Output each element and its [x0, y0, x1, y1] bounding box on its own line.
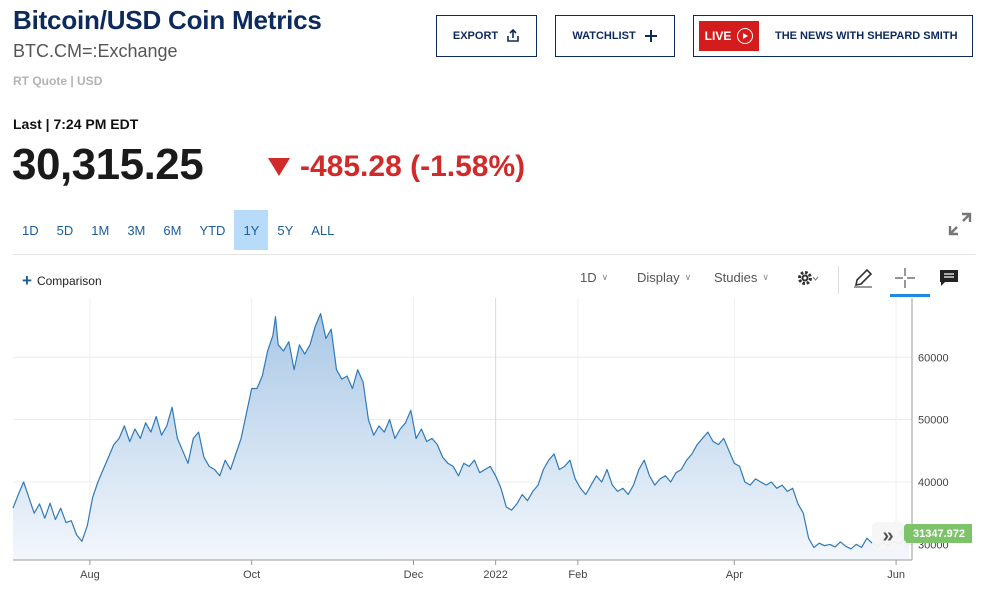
- range-tab-ytd[interactable]: YTD: [199, 222, 226, 238]
- x-tick-label: Oct: [243, 569, 260, 581]
- expand-icon[interactable]: [946, 210, 974, 238]
- live-show-title: THE NEWS WITH SHEPARD SMITH: [775, 30, 958, 42]
- plus-icon: [644, 30, 657, 42]
- range-tabs: 1D 5D 1M 3M 6M YTD 1Y 5Y ALL: [13, 210, 343, 250]
- range-tab-5y[interactable]: 5Y: [277, 222, 294, 238]
- x-tick-label: Feb: [568, 569, 587, 581]
- y-tick-label: 60000: [918, 352, 949, 364]
- live-tv-button[interactable]: LIVE THE NEWS WITH SHEPARD SMITH: [693, 15, 973, 57]
- range-tab-1m[interactable]: 1M: [91, 222, 110, 238]
- price-change: -485.28 (-1.58%): [268, 150, 525, 184]
- interval-select[interactable]: 1D ∨: [580, 270, 608, 285]
- play-icon: [737, 28, 754, 44]
- divider: [13, 254, 975, 255]
- display-label: Display: [637, 270, 680, 285]
- last-price: 30,315.25: [12, 140, 204, 189]
- chevron-down-icon: ∨: [684, 272, 692, 282]
- chevron-down-icon: ∨: [601, 272, 609, 282]
- range-tab-3m[interactable]: 3M: [127, 222, 146, 238]
- interval-label: 1D: [580, 270, 597, 285]
- gear-icon[interactable]: [795, 266, 819, 290]
- x-tick-label: 2022: [483, 569, 507, 581]
- toolbar-separator: [838, 266, 839, 294]
- y-tick-label: 50000: [918, 415, 949, 427]
- chevron-down-icon: ∨: [762, 272, 769, 282]
- pencil-icon[interactable]: [851, 266, 875, 290]
- scroll-to-latest-button[interactable]: »: [872, 522, 904, 550]
- page-title: Bitcoin/USD Coin Metrics: [13, 5, 322, 35]
- range-tab-6m[interactable]: 6M: [163, 222, 182, 238]
- range-tab-1y[interactable]: 1Y: [234, 210, 269, 250]
- x-tick-label: Dec: [404, 569, 424, 581]
- active-tool-indicator: [890, 294, 930, 297]
- series-area: [13, 313, 910, 560]
- watchlist-button[interactable]: WATCHLIST: [555, 15, 675, 57]
- symbol-label: BTC.CM=:Exchange: [13, 41, 178, 61]
- studies-menu[interactable]: Studies ∨: [714, 270, 769, 285]
- comparison-button[interactable]: + Comparison: [22, 272, 102, 289]
- price-change-value: -485.28 (-1.58%): [300, 150, 526, 183]
- watchlist-label: WATCHLIST: [572, 30, 636, 42]
- crosshair-icon[interactable]: [893, 266, 917, 290]
- down-arrow-icon: [268, 158, 290, 176]
- comparison-label: Comparison: [36, 273, 102, 288]
- comment-icon[interactable]: [937, 266, 961, 290]
- range-tab-5d[interactable]: 5D: [56, 222, 74, 238]
- y-tick-label: 40000: [918, 477, 949, 489]
- series-line: [12, 313, 910, 550]
- quote-meta: RT Quote | USD: [13, 74, 103, 88]
- x-tick-label: Apr: [726, 569, 743, 581]
- plus-icon: +: [22, 271, 32, 290]
- range-tab-all[interactable]: ALL: [311, 222, 335, 238]
- live-label: LIVE: [704, 29, 732, 43]
- range-tab-1d[interactable]: 1D: [22, 222, 39, 238]
- last-trade-time: Last | 7:24 PM EDT: [13, 116, 139, 132]
- x-tick-label: Jun: [887, 569, 905, 581]
- export-label: EXPORT: [452, 30, 499, 42]
- live-badge: LIVE: [699, 21, 759, 51]
- share-icon: [507, 29, 519, 42]
- last-value-tag: 31347.972: [898, 524, 972, 543]
- studies-label: Studies: [714, 270, 758, 285]
- export-button[interactable]: EXPORT: [436, 15, 537, 57]
- display-menu[interactable]: Display ∨: [637, 270, 691, 285]
- x-tick-label: Aug: [80, 569, 100, 581]
